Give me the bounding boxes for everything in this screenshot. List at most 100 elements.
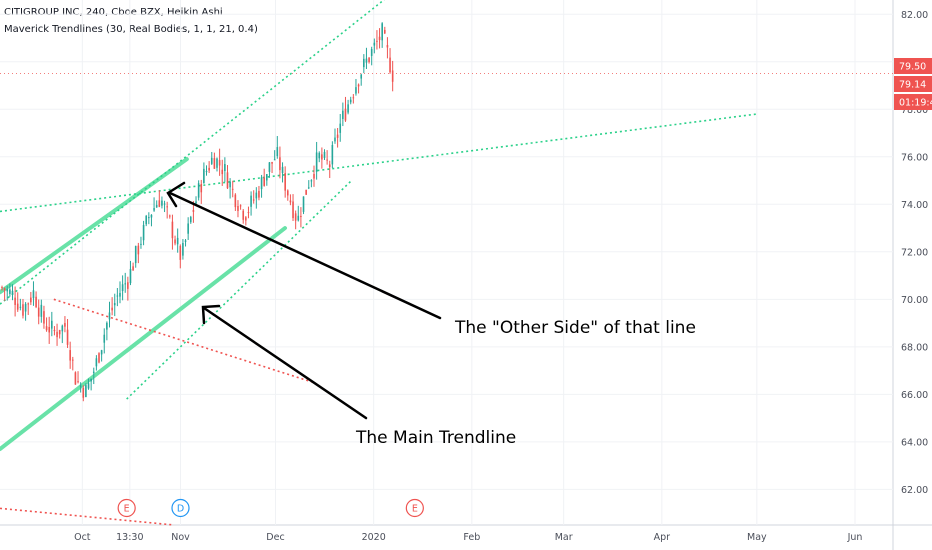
candle-body bbox=[103, 334, 106, 343]
candle-body bbox=[32, 290, 35, 299]
candle-body bbox=[213, 158, 216, 169]
candle-body bbox=[307, 187, 310, 189]
candle-body bbox=[315, 152, 318, 172]
candle-body bbox=[331, 145, 334, 165]
candle-body bbox=[386, 45, 389, 48]
candle-body bbox=[365, 58, 368, 63]
candle-body bbox=[229, 181, 231, 188]
event-marker-e[interactable]: E bbox=[405, 498, 424, 518]
candle-body bbox=[77, 381, 79, 383]
candle-body bbox=[168, 215, 171, 217]
candle-body bbox=[163, 203, 166, 205]
price-tag-text: 79.14 bbox=[899, 80, 926, 91]
candle-body bbox=[195, 201, 197, 204]
annotation-main-trendline: The Main Trendline bbox=[355, 428, 516, 448]
candle-body bbox=[255, 192, 258, 199]
candle-body bbox=[200, 184, 203, 193]
candle-body bbox=[231, 188, 234, 190]
candle-body bbox=[263, 177, 265, 186]
x-tick-label: May bbox=[747, 532, 767, 543]
candle-body bbox=[171, 221, 174, 239]
candle-body bbox=[16, 303, 19, 310]
event-marker-circle bbox=[171, 498, 190, 518]
candle-body bbox=[224, 164, 226, 172]
candle-body bbox=[140, 243, 142, 245]
candle-body bbox=[43, 311, 45, 324]
candle-body bbox=[129, 268, 132, 284]
candle-body bbox=[276, 147, 279, 157]
candle-body bbox=[71, 359, 74, 361]
candle-body bbox=[9, 289, 11, 294]
candles bbox=[1, 22, 394, 402]
candle-body bbox=[108, 312, 111, 320]
candle-body bbox=[205, 171, 208, 173]
candle-body bbox=[45, 326, 48, 331]
candle-body bbox=[313, 173, 315, 179]
candle-body bbox=[95, 358, 98, 367]
candle-body bbox=[142, 224, 145, 241]
candle-body bbox=[266, 174, 268, 181]
candle-body bbox=[187, 223, 189, 234]
candle-body bbox=[92, 371, 95, 373]
arrow-other-side bbox=[166, 181, 442, 320]
candle-body bbox=[203, 168, 205, 184]
candle-body bbox=[271, 162, 273, 164]
trendline-lower_channel bbox=[126, 179, 353, 400]
candle-body bbox=[210, 157, 213, 164]
candle-body bbox=[100, 350, 103, 355]
trendline-red_mid bbox=[53, 298, 314, 384]
candle-body bbox=[344, 108, 347, 121]
candle-body bbox=[182, 243, 184, 256]
symbol-title: CITIGROUP INC, 240, Cboe BZX, Heikin Ash… bbox=[4, 7, 223, 18]
trendline-red_low bbox=[0, 507, 175, 526]
candle-body bbox=[119, 292, 121, 297]
event-marker-e[interactable]: E bbox=[117, 498, 136, 518]
candle-body bbox=[145, 215, 148, 225]
candle-body bbox=[284, 173, 286, 191]
event-marker-letter: E bbox=[412, 504, 418, 515]
candle-body bbox=[37, 307, 40, 317]
candle-body bbox=[11, 290, 14, 295]
candle-body bbox=[192, 210, 195, 212]
candle-body bbox=[305, 189, 307, 195]
x-tick-label: Dec bbox=[266, 532, 284, 543]
candle-body bbox=[61, 325, 64, 332]
candle-body bbox=[357, 84, 360, 87]
event-marker-letter: D bbox=[177, 504, 184, 515]
candle-body bbox=[368, 57, 370, 63]
candle-body bbox=[85, 385, 87, 398]
candle-body bbox=[336, 134, 339, 138]
y-tick-label: 62.00 bbox=[901, 485, 928, 496]
x-tick-label: Nov bbox=[171, 532, 190, 543]
candle-body bbox=[242, 210, 245, 220]
trendlines bbox=[0, 0, 757, 526]
candle-body bbox=[64, 323, 66, 327]
candle-body bbox=[302, 196, 305, 212]
price-tag-text: 79.50 bbox=[899, 62, 926, 73]
candle-body bbox=[347, 104, 349, 113]
candle-body bbox=[260, 177, 263, 190]
price-tags: 79.50 79.14 01:19:4 bbox=[0, 58, 932, 110]
candle-body bbox=[111, 307, 113, 311]
candle-body bbox=[226, 172, 229, 189]
candle-body bbox=[381, 23, 383, 41]
time-axis[interactable]: Oct 13:30 Nov Dec 2020 Feb Mar Apr May Jun bbox=[74, 532, 862, 543]
event-marker-letter: E bbox=[124, 504, 130, 515]
candle-body bbox=[3, 288, 6, 291]
candle-body bbox=[132, 266, 134, 271]
candle-body bbox=[352, 97, 355, 99]
annotation-arrows bbox=[166, 181, 442, 420]
event-marker-d[interactable]: D bbox=[171, 498, 190, 518]
candle-body bbox=[328, 164, 331, 168]
y-tick-label: 76.00 bbox=[901, 152, 928, 163]
candle-body bbox=[121, 284, 124, 292]
candle-body bbox=[289, 200, 292, 203]
annotation-other-side: The "Other Side" of that line bbox=[454, 318, 696, 338]
candle-body bbox=[326, 159, 328, 161]
candle-body bbox=[14, 297, 16, 305]
candle-body bbox=[22, 304, 24, 316]
y-tick-label: 64.00 bbox=[901, 437, 928, 448]
x-tick-label: Apr bbox=[654, 532, 671, 543]
